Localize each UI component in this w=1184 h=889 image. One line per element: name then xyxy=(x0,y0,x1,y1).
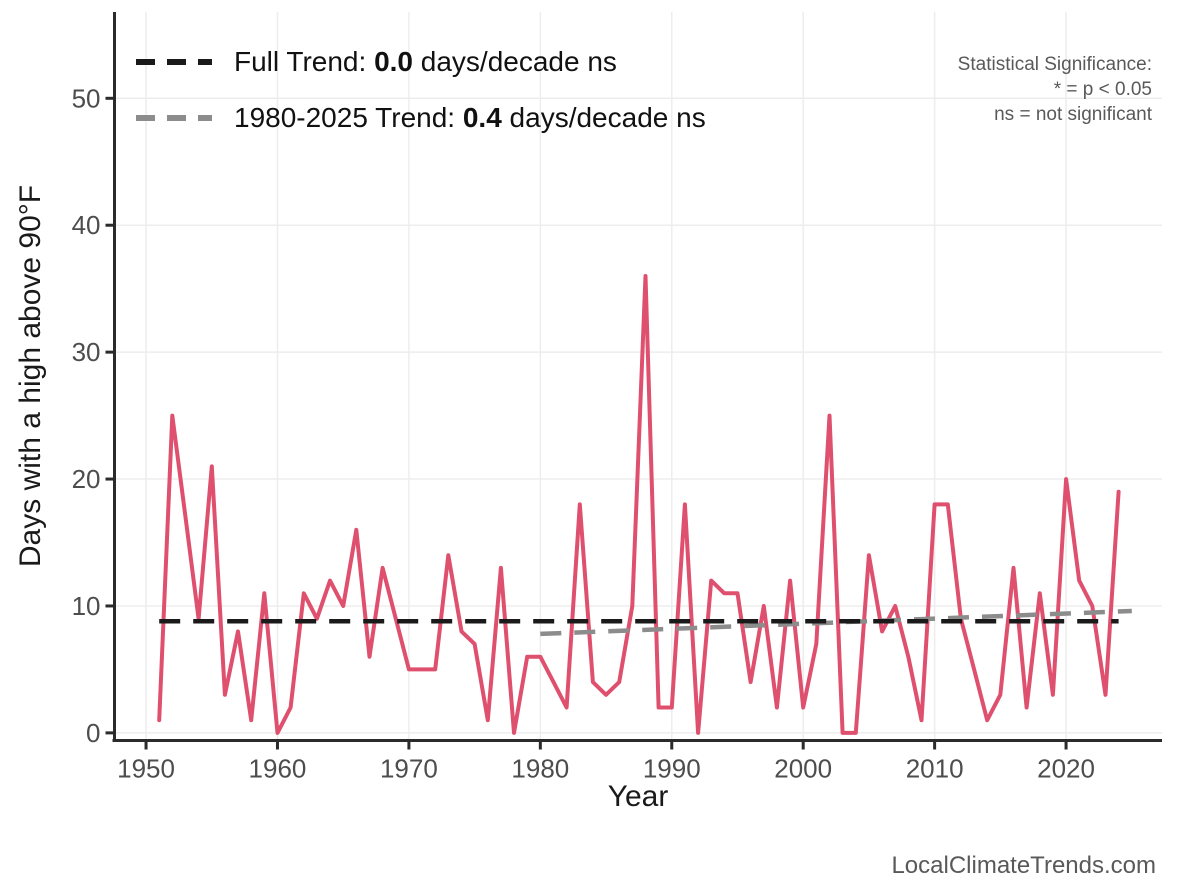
legend-text-prefix: 1980-2025 Trend: xyxy=(234,102,463,133)
significance-title: Statistical Significance: xyxy=(957,54,1152,75)
data-line-days-above-90F xyxy=(157,274,1121,735)
significance-note: Statistical Significance: * = p < 0.05 n… xyxy=(958,52,1152,127)
legend-text-suffix: days/decade ns xyxy=(501,102,706,133)
significance-star-key: * = p < 0.05 xyxy=(1053,79,1152,100)
x-tick-label: 1950 xyxy=(117,754,175,784)
x-tick-label: 1960 xyxy=(249,754,307,784)
y-tick-label: 30 xyxy=(72,337,101,367)
legend-label-recent-trend: 1980-2025 Trend: 0.4 days/decade ns xyxy=(234,102,706,134)
legend-trend-value: 0.0 xyxy=(374,46,413,77)
legend-entry-full-trend: Full Trend: 0.0 days/decade ns xyxy=(136,34,706,90)
x-tick-label: 2020 xyxy=(1037,754,1095,784)
chart-legend: Full Trend: 0.0 days/decade ns 1980-2025… xyxy=(136,34,706,146)
y-tick-label: 40 xyxy=(72,210,101,240)
x-tick-label: 2000 xyxy=(774,754,832,784)
legend-text-suffix: days/decade ns xyxy=(413,46,617,77)
y-tick-label: 50 xyxy=(72,83,101,113)
significance-ns-key: ns = not significant xyxy=(994,104,1152,125)
watermark: LocalClimateTrends.com xyxy=(891,852,1156,879)
x-tick-label: 2010 xyxy=(906,754,964,784)
recent-trend-dash-icon xyxy=(136,115,212,121)
legend-label-full-trend: Full Trend: 0.0 days/decade ns xyxy=(234,46,617,78)
full-trend-dash-icon xyxy=(136,59,212,65)
x-tick-label: 1980 xyxy=(511,754,569,784)
x-tick-label: 1990 xyxy=(643,754,701,784)
legend-trend-value: 0.4 xyxy=(462,102,502,133)
legend-entry-recent-trend: 1980-2025 Trend: 0.4 days/decade ns xyxy=(136,90,706,146)
legend-text-prefix: Full Trend: xyxy=(234,46,375,77)
trend-line-trend-1980-2025 xyxy=(540,608,1132,637)
y-axis-title: Days with a high above 90°F xyxy=(14,184,47,568)
y-tick-label: 10 xyxy=(72,591,101,621)
x-tick-label: 1970 xyxy=(380,754,438,784)
y-tick-label: 0 xyxy=(86,718,100,748)
x-axis-title: Year xyxy=(607,780,669,813)
y-tick-label: 20 xyxy=(72,464,101,494)
